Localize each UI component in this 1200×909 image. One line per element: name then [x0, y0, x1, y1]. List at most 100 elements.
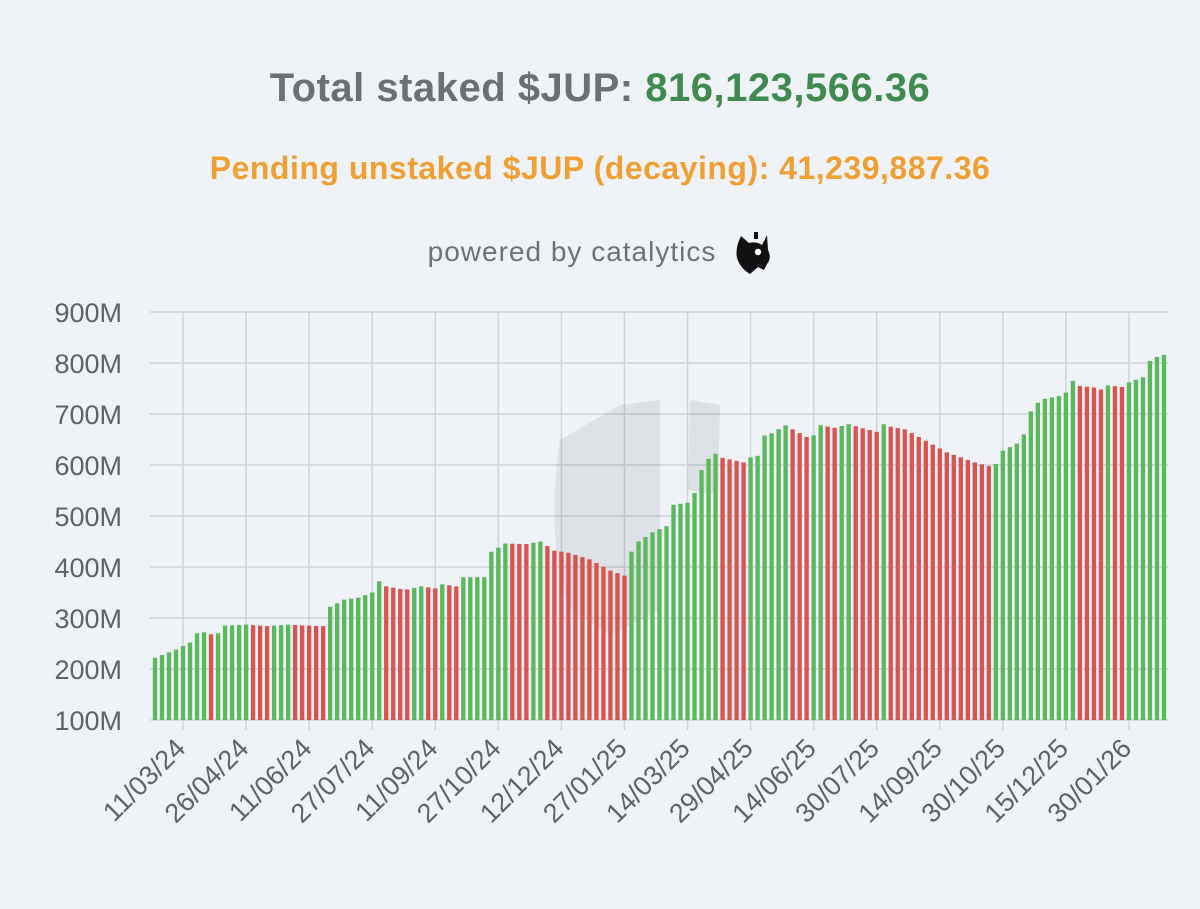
bar — [1154, 356, 1160, 720]
bar — [208, 634, 214, 720]
total-staked-title: Total staked $JUP: 816,123,566.36 — [0, 66, 1200, 111]
bar — [1049, 397, 1055, 720]
bar — [1042, 398, 1048, 720]
bar — [271, 625, 277, 720]
bar — [783, 425, 788, 720]
bar — [1077, 385, 1083, 720]
bar — [468, 577, 473, 720]
bar — [944, 452, 949, 720]
bar — [1105, 385, 1111, 720]
bar — [187, 642, 193, 720]
x-axis: 11/03/2426/04/2411/06/2427/07/2411/09/24… — [97, 733, 1137, 829]
bar — [447, 585, 452, 720]
bar — [587, 559, 592, 720]
bar — [1140, 377, 1146, 720]
bar — [1014, 443, 1020, 720]
bar — [1021, 434, 1027, 720]
staked-chart: 100M 200M 300M 400M 500M 600M 700M 800M 900M 11/… — [54, 298, 1168, 829]
bar — [152, 657, 158, 720]
bar — [454, 586, 459, 720]
bar — [888, 426, 893, 720]
bar — [685, 502, 690, 720]
bar — [734, 460, 739, 720]
bar — [699, 470, 704, 720]
bar — [664, 526, 669, 720]
y-tick-label: 700M — [54, 400, 122, 430]
bar — [979, 464, 984, 720]
bar — [1056, 396, 1062, 720]
bar — [229, 625, 235, 720]
bar — [972, 462, 977, 720]
bar — [180, 646, 186, 720]
bar — [650, 532, 655, 720]
bar — [902, 429, 907, 720]
bar — [264, 626, 270, 720]
bar — [1035, 402, 1041, 720]
bar — [727, 459, 732, 720]
bar — [839, 425, 844, 720]
bar — [678, 503, 683, 720]
bar — [671, 504, 676, 720]
bar — [937, 448, 942, 720]
bar — [243, 624, 249, 720]
bar — [489, 551, 494, 720]
bar — [222, 625, 228, 720]
bar — [1070, 380, 1076, 720]
bar — [986, 466, 991, 720]
bar — [608, 570, 613, 720]
bar — [306, 625, 312, 720]
bar — [1147, 360, 1153, 720]
bar — [299, 625, 305, 720]
bar — [769, 433, 774, 720]
bar — [517, 543, 522, 720]
bar — [636, 541, 641, 720]
bar — [419, 586, 424, 720]
bar — [250, 625, 256, 720]
bar — [622, 575, 627, 720]
bar — [538, 541, 543, 720]
bar — [531, 542, 536, 720]
y-tick-label: 900M — [54, 298, 122, 328]
bar — [594, 563, 599, 720]
bar — [909, 433, 914, 721]
y-axis: 100M 200M 300M 400M 500M 600M 700M 800M 900M — [54, 298, 122, 736]
bar — [993, 463, 998, 720]
bar — [475, 577, 480, 720]
bar — [215, 633, 221, 720]
y-tick-label: 600M — [54, 451, 122, 481]
bar — [615, 573, 620, 720]
bar — [860, 428, 865, 720]
pending-unstaked-text: Pending unstaked $JUP (decaying): 41,239… — [209, 150, 991, 186]
bar — [853, 426, 858, 720]
bar — [643, 536, 648, 720]
bar — [433, 588, 438, 720]
bar — [741, 462, 746, 720]
bar — [1112, 386, 1118, 720]
bar — [951, 454, 956, 720]
bar — [762, 435, 767, 720]
bar — [804, 436, 809, 720]
bar — [236, 624, 242, 720]
bar — [1091, 387, 1097, 720]
bar — [832, 427, 837, 720]
y-tick-label: 800M — [54, 349, 122, 379]
bar — [573, 554, 578, 720]
bar — [278, 625, 284, 720]
y-tick-label: 400M — [54, 553, 122, 583]
bar — [867, 430, 872, 720]
bar — [846, 424, 851, 720]
bar — [755, 455, 760, 720]
bar — [1098, 389, 1104, 720]
total-staked-value: 816,123,566.36 — [645, 66, 931, 110]
bar — [923, 440, 928, 720]
bar — [657, 529, 662, 720]
bar — [440, 584, 445, 720]
bar — [874, 431, 879, 720]
bar — [958, 457, 963, 720]
y-tick-label: 500M — [54, 502, 122, 532]
bar — [159, 655, 165, 720]
powered-by[interactable]: powered by catalytics — [0, 230, 1200, 274]
total-staked-label: Total staked $JUP: — [269, 66, 634, 110]
bar — [580, 557, 585, 720]
bar — [320, 626, 326, 720]
